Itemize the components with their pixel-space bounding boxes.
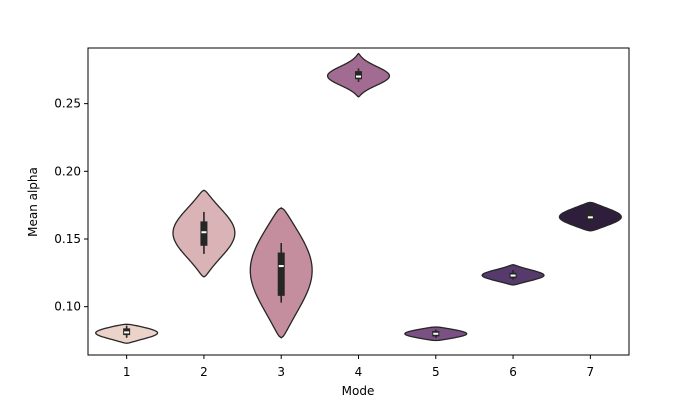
x-tick-label: 4 [355,365,363,379]
x-tick-label: 1 [123,365,131,379]
median-marker-mode-7 [587,216,593,219]
median-marker-mode-1 [124,331,130,334]
median-marker-mode-4 [356,75,361,78]
iqr-box-mode-4 [355,71,362,80]
y-tick-label: 0.20 [54,164,81,178]
median-marker-mode-2 [201,231,207,234]
y-tick-label: 0.25 [54,97,81,111]
median-marker-mode-3 [278,265,284,268]
x-tick-label: 6 [509,365,517,379]
median-marker-mode-6 [510,274,516,277]
x-axis-ticks: 1 2 3 4 5 6 7 [123,355,594,379]
x-tick-label: 3 [277,365,285,379]
iqr-box-mode-3 [277,252,285,296]
x-tick-label: 7 [587,365,595,379]
x-axis-label: Mode [342,384,375,398]
y-axis-label: Mean alpha [26,167,40,237]
violins-layer [95,52,622,344]
x-tick-label: 5 [432,365,440,379]
y-tick-label: 0.10 [54,300,81,314]
x-tick-label: 2 [200,365,208,379]
y-tick-label: 0.15 [54,232,81,246]
y-axis-ticks: 0.10 0.15 0.20 0.25 [54,97,88,314]
median-marker-mode-5 [433,332,439,335]
iqr-box-mode-2 [200,221,208,246]
